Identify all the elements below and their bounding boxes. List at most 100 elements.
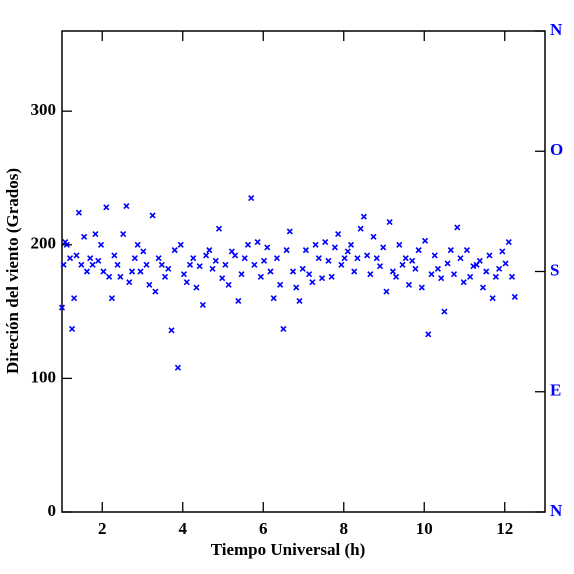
point [402,255,409,262]
point [283,247,290,254]
point [457,255,464,262]
point [66,255,74,262]
point [212,257,219,264]
point [280,325,287,333]
point [81,233,88,240]
point [165,265,172,272]
point [286,228,293,235]
point [232,252,239,259]
point [244,241,252,248]
point [483,268,490,275]
point [114,261,121,268]
point [289,268,297,275]
point [505,239,512,246]
point [238,271,245,278]
point [460,279,467,286]
point [293,284,300,291]
point [425,331,432,338]
point [463,247,470,254]
point [511,293,518,300]
point [146,281,153,288]
point [434,265,442,272]
point [470,263,477,270]
point [476,257,483,264]
point [428,271,435,278]
point [325,257,332,264]
point [347,241,355,248]
point [335,231,342,238]
point [389,268,396,275]
point [431,252,438,259]
point [309,279,316,286]
y2-tick-label: O [550,140,563,159]
point [206,247,213,254]
point [380,244,387,251]
point [254,239,261,246]
point [302,247,309,254]
point [360,213,367,220]
point [222,261,229,268]
point [78,261,85,268]
point [219,275,226,282]
point [412,265,419,272]
point [134,241,141,248]
point [63,241,70,248]
point [338,261,345,268]
point [120,231,127,238]
point [186,261,194,268]
point [177,241,184,248]
point [89,261,96,268]
point [209,265,216,272]
y-tick-label: 0 [48,501,57,520]
point [277,281,284,288]
point [393,273,400,280]
point [60,261,67,268]
point [117,273,124,280]
point [299,265,306,272]
y2-tick-label: N [550,20,563,39]
x-tick-label: 12 [496,519,513,538]
y2-tick-label: N [550,501,563,520]
x-tick-label: 2 [98,519,107,538]
point [149,212,156,219]
x-axis-label: Tiempo Universal (h) [211,540,366,559]
y2-tick-label: S [550,260,559,279]
point [364,252,371,259]
point [248,194,255,202]
point [467,273,474,280]
y-tick-label: 300 [31,100,57,119]
point [92,231,99,238]
point [100,268,107,275]
x-tick-label: 4 [179,519,188,538]
point [322,239,329,246]
point [502,260,509,267]
point [123,202,130,210]
point [489,295,496,302]
y-axis-label: Direción del viento (Grados) [3,168,22,374]
point [376,263,384,270]
point [137,268,144,275]
point [354,255,361,262]
point [111,252,118,259]
point [168,327,175,334]
point [103,204,110,211]
point [479,284,487,291]
point [225,281,232,288]
point [106,273,113,280]
point [454,224,461,231]
point [260,257,268,264]
point [199,301,206,308]
plot-frame [61,30,546,513]
x-tick-label: 8 [340,519,349,538]
point [415,247,422,254]
point [58,304,66,311]
point [450,271,458,278]
point [441,308,448,315]
point [143,261,150,268]
point [190,255,197,262]
point [193,284,200,291]
point [373,255,380,262]
point [331,244,338,251]
point [183,279,190,286]
